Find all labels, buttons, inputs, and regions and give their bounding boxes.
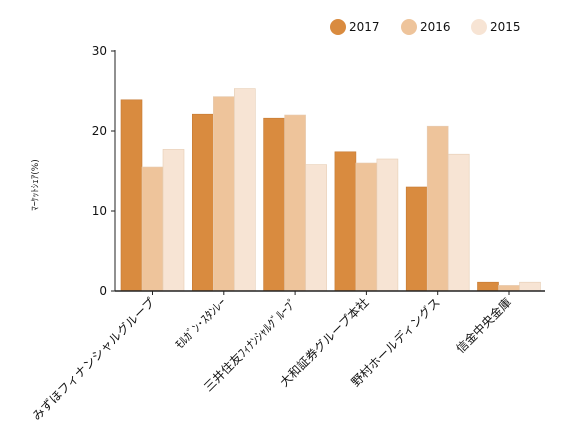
legend-label-2016: 2016 [420, 20, 451, 34]
bar-2016-3 [355, 162, 378, 292]
bar-2015-4 [447, 153, 470, 292]
bar-2016-0 [141, 166, 164, 292]
bar-2016-5 [498, 285, 520, 292]
bar-2017-2 [263, 117, 285, 292]
bar-2015-5 [519, 281, 541, 292]
y-tick-label-30: 30 [92, 44, 107, 58]
y-tick-label-0: 0 [99, 284, 107, 298]
bar-2015-2 [305, 164, 327, 292]
bar-2017-3 [334, 151, 357, 292]
legend: 2017 2016 2015 [330, 19, 521, 35]
bars [120, 88, 541, 292]
bar-2015-3 [376, 158, 399, 292]
bar-2016-4 [426, 125, 449, 292]
bar-2015-1 [234, 88, 256, 292]
bar-2016-2 [284, 114, 306, 292]
legend-swatch-2016 [401, 19, 417, 35]
bar-2017-1 [192, 113, 214, 292]
legend-label-2017: 2017 [349, 20, 380, 34]
category-label-1: ﾓﾙｶﾞﾝ･ｽﾀﾝﾚｰ [172, 295, 229, 352]
legend-swatch-2017 [330, 19, 346, 35]
category-label-0: みずほフィナンシャルグループ [30, 295, 158, 423]
y-axis-title: ﾏｰｹｯﾄｼｪｱ(%) [30, 159, 41, 211]
legend-swatch-2015 [471, 19, 487, 35]
bar-2017-4 [405, 186, 428, 292]
bar-2015-0 [162, 149, 185, 292]
bar-2017-0 [120, 99, 143, 292]
bar-2017-5 [477, 281, 499, 292]
category-label-5: 信金中央金庫 [453, 295, 515, 357]
bar-2016-1 [213, 96, 235, 292]
legend-label-2015: 2015 [490, 20, 521, 34]
y-tick-label-10: 10 [92, 204, 107, 218]
y-tick-label-20: 20 [92, 124, 107, 138]
